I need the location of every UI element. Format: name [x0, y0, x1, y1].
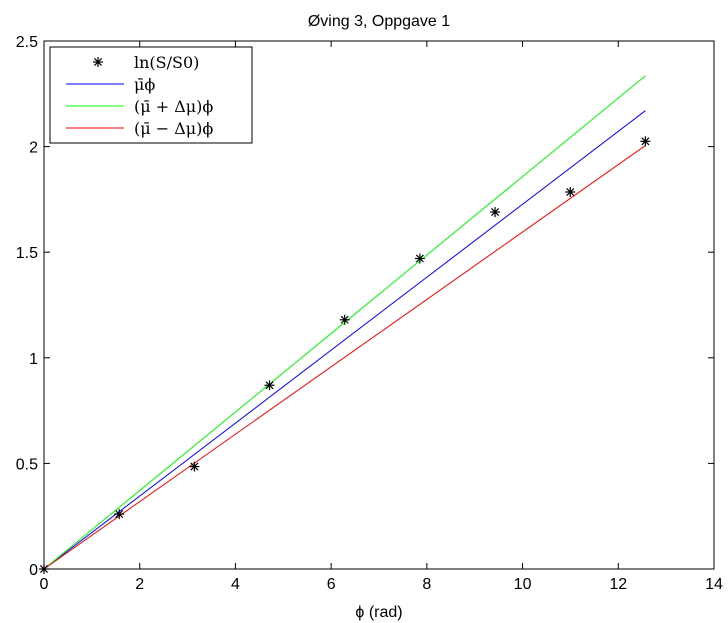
- legend: ln(S/S0) μ̄ϕ (μ̄ + Δμ)ϕ (μ̄ − Δμ)ϕ: [49, 46, 253, 144]
- y-tick-label: 1.5: [16, 245, 38, 262]
- legend-box: [49, 46, 253, 144]
- x-tick-label: 10: [514, 576, 532, 593]
- data-point: [189, 461, 200, 472]
- y-tick-label: 1: [29, 351, 38, 368]
- series-line-1: [43, 110, 646, 570]
- y-tick-label: 0: [29, 562, 38, 579]
- legend-label: ln(S/S0): [134, 53, 199, 72]
- legend-marker: [93, 57, 103, 67]
- data-point: [339, 314, 350, 325]
- y-tick-label: 2: [29, 140, 38, 157]
- x-tick-label: 14: [705, 576, 723, 593]
- x-tick-label: 6: [327, 576, 336, 593]
- data-point: [264, 380, 275, 391]
- y-tick-label: 2.5: [16, 34, 38, 51]
- series-line-3: [43, 145, 646, 570]
- y-tick-label: 0.5: [16, 456, 38, 473]
- data-point: [39, 564, 49, 574]
- data-point: [114, 509, 125, 520]
- x-tick-label: 0: [40, 576, 49, 593]
- chart-title: Øving 3, Oppgave 1: [308, 13, 450, 30]
- data-point: [490, 207, 501, 218]
- data-point: [414, 253, 425, 264]
- legend-label: (μ̄ − Δμ)ϕ: [134, 119, 213, 138]
- x-tick-label: 2: [135, 576, 144, 593]
- x-tick-label: 4: [231, 576, 240, 593]
- data-point: [640, 136, 651, 147]
- legend-label: μ̄ϕ: [134, 75, 155, 94]
- x-axis-label: ϕ (rad): [355, 604, 402, 621]
- x-tick-label: 8: [422, 576, 431, 593]
- data-point: [565, 187, 576, 198]
- legend-label: (μ̄ + Δμ)ϕ: [134, 97, 213, 116]
- x-tick-label: 12: [609, 576, 627, 593]
